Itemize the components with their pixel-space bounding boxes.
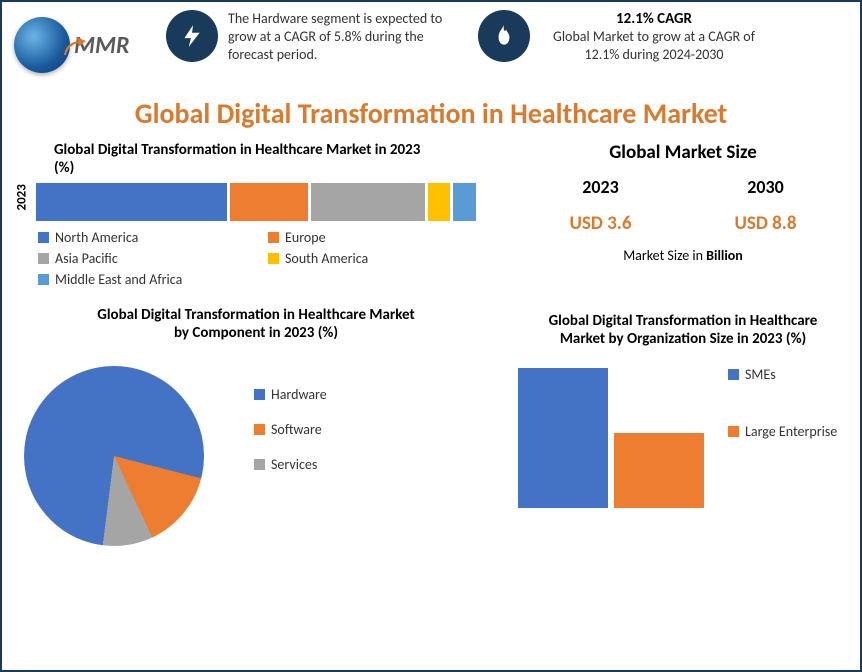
market-size-year-1: 2030 bbox=[747, 176, 784, 198]
stacked-bar bbox=[36, 183, 476, 221]
callout-cagr-text: Global Market to grow at a CAGR of 12.1%… bbox=[540, 28, 768, 64]
pie-chart bbox=[24, 366, 204, 546]
callout-hardware-text: The Hardware segment is expected to grow… bbox=[228, 10, 466, 65]
bar-0 bbox=[518, 368, 608, 508]
stacked-seg-0 bbox=[36, 183, 227, 221]
market-size-note-prefix: Market Size in bbox=[623, 247, 706, 264]
logo-globe-icon bbox=[14, 17, 70, 73]
callout-hardware: The Hardware segment is expected to grow… bbox=[166, 10, 466, 65]
bolt-icon bbox=[166, 10, 218, 62]
market-size-section: Global Market Size 2023 2030 USD 3.6 USD… bbox=[518, 141, 848, 288]
market-size-year-0: 2023 bbox=[582, 176, 619, 198]
market-size-val-1: USD 8.8 bbox=[735, 212, 797, 235]
callout-cagr: 12.1% CAGR Global Market to grow at a CA… bbox=[478, 10, 768, 64]
pie-legend-item-1: Software bbox=[254, 421, 327, 438]
market-size-val-0: USD 3.6 bbox=[570, 212, 632, 235]
header-row: MMR The Hardware segment is expected to … bbox=[14, 10, 848, 90]
callout-cagr-block: 12.1% CAGR Global Market to grow at a CA… bbox=[540, 10, 768, 64]
pie-title: Global Digital Transformation in Healthc… bbox=[96, 306, 416, 342]
bar-chart-section: Global Digital Transformation in Healthc… bbox=[518, 312, 848, 546]
stacked-seg-1 bbox=[230, 183, 307, 221]
stacked-seg-4 bbox=[453, 183, 476, 221]
stacked-legend-item-1: Europe bbox=[268, 229, 468, 246]
stacked-bar-legend: North America Europe Asia Pacific South Ame… bbox=[14, 229, 498, 288]
stacked-bar-ylabel: 2023 bbox=[15, 194, 30, 210]
bar-chart-title: Global Digital Transformation in Healthc… bbox=[533, 312, 833, 348]
market-size-note-bold: Billion bbox=[706, 247, 743, 264]
row-1: Global Digital Transformation in Healthc… bbox=[14, 141, 848, 288]
pie-legend: Hardware Software Services bbox=[254, 386, 327, 546]
flame-icon bbox=[478, 10, 530, 62]
market-size-years: 2023 2030 bbox=[518, 176, 848, 212]
bar-chart bbox=[518, 358, 708, 508]
pie-wrap: Hardware Software Services bbox=[14, 366, 498, 546]
stacked-legend-item-3: South America bbox=[268, 250, 468, 267]
pie-legend-item-0: Hardware bbox=[254, 386, 327, 403]
bar-legend-item-1: Large Enterprise bbox=[728, 423, 837, 440]
stacked-seg-2 bbox=[311, 183, 425, 221]
row-2: Global Digital Transformation in Healthc… bbox=[14, 288, 848, 546]
stacked-legend-item-0: North America bbox=[38, 229, 238, 246]
market-size-note: Market Size in Billion bbox=[518, 247, 848, 264]
stacked-bar-wrap: 2023 bbox=[14, 183, 498, 221]
logo: MMR bbox=[14, 10, 154, 80]
bar-chart-legend: SMEs Large Enterprise bbox=[728, 366, 837, 440]
infographic-container: MMR The Hardware segment is expected to … bbox=[0, 0, 862, 672]
bar-chart-wrap: SMEs Large Enterprise bbox=[518, 358, 848, 508]
bar-1 bbox=[614, 433, 704, 508]
stacked-legend-item-2: Asia Pacific bbox=[38, 250, 238, 267]
stacked-bar-section: Global Digital Transformation in Healthc… bbox=[14, 141, 498, 288]
bar-legend-item-0: SMEs bbox=[728, 366, 837, 383]
stacked-bar-title: Global Digital Transformation in Healthc… bbox=[14, 141, 434, 177]
callout-cagr-title: 12.1% CAGR bbox=[616, 10, 692, 28]
pie-section: Global Digital Transformation in Healthc… bbox=[14, 288, 498, 546]
pie-legend-item-2: Services bbox=[254, 456, 327, 473]
stacked-legend-item-4: Middle East and Africa bbox=[38, 271, 238, 288]
market-size-values: USD 3.6 USD 8.8 bbox=[518, 212, 848, 235]
stacked-seg-3 bbox=[428, 183, 451, 221]
market-size-title: Global Market Size bbox=[518, 141, 848, 164]
main-title: Global Digital Transformation in Healthc… bbox=[14, 96, 848, 131]
